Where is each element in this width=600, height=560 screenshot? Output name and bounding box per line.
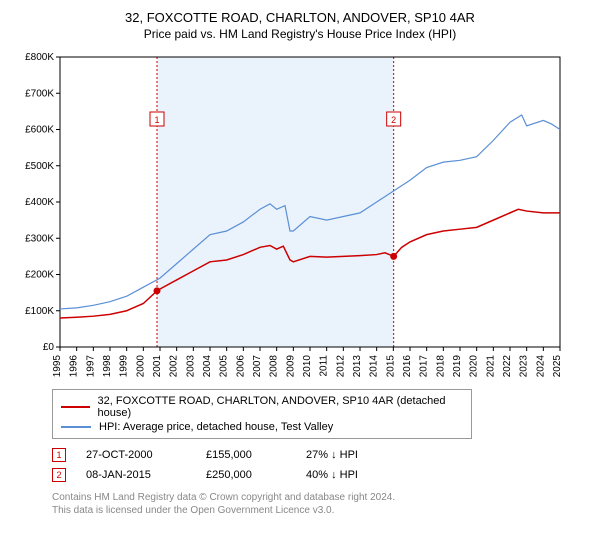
svg-text:1998: 1998 [102, 355, 113, 378]
svg-text:2013: 2013 [352, 355, 363, 378]
svg-text:2022: 2022 [502, 355, 513, 378]
svg-text:2021: 2021 [485, 355, 496, 378]
svg-text:2017: 2017 [419, 355, 430, 378]
svg-text:2010: 2010 [302, 355, 313, 378]
svg-text:1996: 1996 [69, 355, 80, 378]
svg-text:2000: 2000 [135, 355, 146, 378]
svg-text:£0: £0 [43, 342, 55, 353]
svg-text:1997: 1997 [85, 355, 96, 378]
svg-text:2025: 2025 [552, 355, 563, 378]
legend-box: 32, FOXCOTTE ROAD, CHARLTON, ANDOVER, SP… [52, 389, 472, 439]
event-marker-icon: 1 [52, 448, 66, 462]
svg-text:1995: 1995 [52, 355, 63, 378]
svg-text:2008: 2008 [269, 355, 280, 378]
svg-text:2: 2 [391, 115, 396, 125]
legend-text: 32, FOXCOTTE ROAD, CHARLTON, ANDOVER, SP… [98, 395, 464, 419]
svg-text:2023: 2023 [519, 355, 530, 378]
event-date: 27-OCT-2000 [86, 449, 186, 461]
svg-text:2018: 2018 [435, 355, 446, 378]
svg-text:2005: 2005 [219, 355, 230, 378]
svg-text:2011: 2011 [319, 355, 330, 377]
svg-text:£800K: £800K [25, 52, 54, 63]
legend-text: HPI: Average price, detached house, Test… [99, 421, 333, 433]
svg-text:2015: 2015 [385, 355, 396, 378]
event-price: £250,000 [206, 469, 286, 481]
event-date: 08-JAN-2015 [86, 469, 186, 481]
svg-text:1999: 1999 [119, 355, 130, 378]
legend-item: HPI: Average price, detached house, Test… [61, 420, 463, 434]
svg-text:2003: 2003 [185, 355, 196, 378]
svg-text:£100K: £100K [25, 306, 54, 317]
svg-text:2019: 2019 [452, 355, 463, 378]
svg-text:2020: 2020 [469, 355, 480, 378]
svg-text:2012: 2012 [335, 355, 346, 378]
svg-text:2024: 2024 [535, 355, 546, 378]
svg-text:2014: 2014 [369, 355, 380, 378]
svg-text:£200K: £200K [25, 270, 54, 281]
chart-container: { "title": "32, FOXCOTTE ROAD, CHARLTON,… [0, 0, 600, 525]
event-delta: 27% ↓ HPI [306, 449, 358, 461]
chart-title: 32, FOXCOTTE ROAD, CHARLTON, ANDOVER, SP… [12, 10, 588, 25]
svg-text:£500K: £500K [25, 161, 54, 172]
svg-text:2009: 2009 [285, 355, 296, 378]
svg-text:£600K: £600K [25, 125, 54, 136]
license-text: Contains HM Land Registry data © Crown c… [52, 491, 588, 517]
legend-item: 32, FOXCOTTE ROAD, CHARLTON, ANDOVER, SP… [61, 394, 463, 420]
chart-plot: 1 2 £0 £100K £200K £300K £400K £500K £600K £700K £… [12, 49, 588, 379]
svg-text:1: 1 [154, 115, 159, 125]
license-line: Contains HM Land Registry data © Crown c… [52, 491, 588, 504]
svg-text:£400K: £400K [25, 197, 54, 208]
event-row: 1 27-OCT-2000 £155,000 27% ↓ HPI [52, 445, 588, 465]
license-line: This data is licensed under the Open Gov… [52, 504, 588, 517]
svg-text:2004: 2004 [202, 355, 213, 378]
legend-swatch [61, 426, 91, 428]
svg-text:2001: 2001 [152, 355, 163, 378]
chart-subtitle: Price paid vs. HM Land Registry's House … [12, 27, 588, 41]
svg-text:2016: 2016 [402, 355, 413, 378]
line-chart-svg: 1 2 £0 £100K £200K £300K £400K £500K £600K £700K £… [12, 49, 572, 379]
legend-swatch [61, 406, 90, 408]
events-table: 1 27-OCT-2000 £155,000 27% ↓ HPI 2 08-JA… [52, 445, 588, 485]
svg-text:2002: 2002 [169, 355, 180, 378]
event-delta: 40% ↓ HPI [306, 469, 358, 481]
event-price: £155,000 [206, 449, 286, 461]
svg-text:2007: 2007 [252, 355, 263, 378]
svg-text:2006: 2006 [235, 355, 246, 378]
svg-text:£700K: £700K [25, 88, 54, 99]
svg-text:£300K: £300K [25, 233, 54, 244]
event-marker-icon: 2 [52, 468, 66, 482]
event-row: 2 08-JAN-2015 £250,000 40% ↓ HPI [52, 465, 588, 485]
